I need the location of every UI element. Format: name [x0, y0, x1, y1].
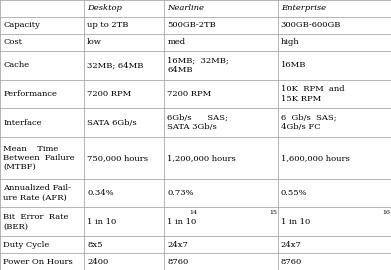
Text: 1 in 10: 1 in 10 [281, 218, 310, 226]
Text: 16MB: 16MB [281, 61, 306, 69]
Text: 1,200,000 hours: 1,200,000 hours [167, 154, 236, 162]
Text: 16MB;  32MB;
64MB: 16MB; 32MB; 64MB [167, 57, 229, 74]
Text: 0.34%: 0.34% [87, 189, 114, 197]
Text: 7200 RPM: 7200 RPM [87, 90, 131, 98]
Text: Desktop: Desktop [87, 5, 122, 12]
Text: 32MB; 64MB: 32MB; 64MB [87, 61, 143, 69]
Text: 8x5: 8x5 [87, 241, 103, 249]
Text: 24x7: 24x7 [281, 241, 301, 249]
Text: Cost: Cost [3, 38, 22, 46]
Text: Interface: Interface [3, 119, 41, 127]
Text: Bit  Error  Rate
(BER): Bit Error Rate (BER) [3, 213, 68, 230]
Text: SATA 6Gb/s: SATA 6Gb/s [87, 119, 137, 127]
Text: high: high [281, 38, 300, 46]
Text: 750,000 hours: 750,000 hours [87, 154, 148, 162]
Text: Nearline: Nearline [167, 5, 204, 12]
Text: Duty Cycle: Duty Cycle [3, 241, 49, 249]
Text: Capacity: Capacity [3, 21, 40, 29]
Text: 0.73%: 0.73% [167, 189, 194, 197]
Text: 6  Gb/s  SAS;
4Gb/s FC: 6 Gb/s SAS; 4Gb/s FC [281, 114, 336, 131]
Text: 10K  RPM  and
15K RPM: 10K RPM and 15K RPM [281, 85, 344, 103]
Text: 1 in 10: 1 in 10 [87, 218, 117, 226]
Text: Mean    Time
Between  Failure
(MTBF): Mean Time Between Failure (MTBF) [3, 145, 75, 171]
Text: 300GB-600GB: 300GB-600GB [281, 21, 341, 29]
Text: Enterprise: Enterprise [281, 5, 326, 12]
Text: 6Gb/s      SAS;
SATA 3Gb/s: 6Gb/s SAS; SATA 3Gb/s [167, 114, 228, 131]
Text: Cache: Cache [3, 61, 29, 69]
Text: 7200 RPM: 7200 RPM [167, 90, 212, 98]
Text: 16: 16 [382, 210, 391, 215]
Text: 1 in 10: 1 in 10 [167, 218, 197, 226]
Text: low: low [87, 38, 102, 46]
Text: 1,600,000 hours: 1,600,000 hours [281, 154, 350, 162]
Text: med: med [167, 38, 185, 46]
Text: up to 2TB: up to 2TB [87, 21, 129, 29]
Text: Performance: Performance [3, 90, 57, 98]
Text: 2400: 2400 [87, 258, 108, 265]
Text: 14: 14 [189, 210, 197, 215]
Text: Power On Hours: Power On Hours [3, 258, 73, 265]
Text: 500GB-2TB: 500GB-2TB [167, 21, 216, 29]
Text: 8760: 8760 [281, 258, 302, 265]
Text: Annualized Fail-
ure Rate (AFR): Annualized Fail- ure Rate (AFR) [3, 184, 71, 202]
Text: 0.55%: 0.55% [281, 189, 307, 197]
Text: 8760: 8760 [167, 258, 188, 265]
Text: 15: 15 [269, 210, 277, 215]
Text: 24x7: 24x7 [167, 241, 188, 249]
